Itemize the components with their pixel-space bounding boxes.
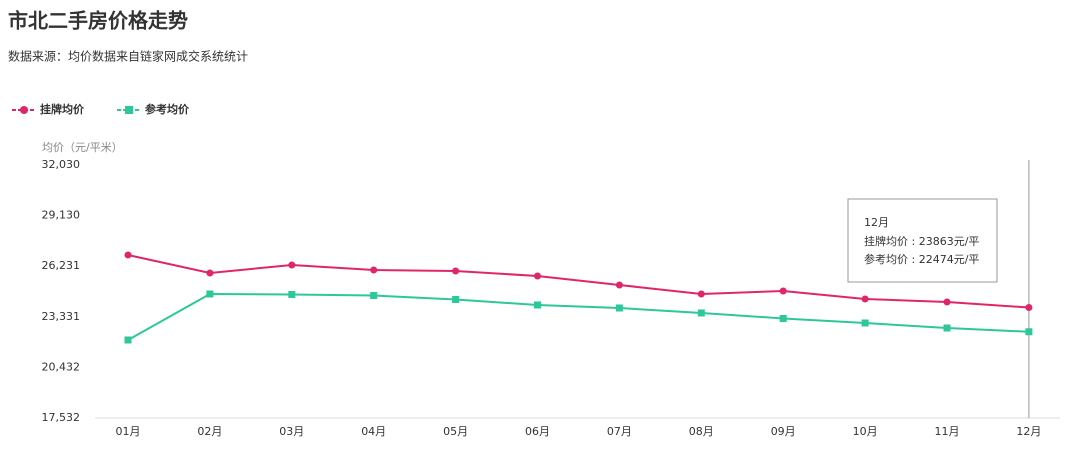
marker xyxy=(370,291,378,299)
legend-marker xyxy=(20,106,28,114)
marker xyxy=(1025,304,1033,312)
y-tick-label: 29,130 xyxy=(42,209,81,222)
marker xyxy=(288,290,296,298)
legend-marker xyxy=(125,106,133,114)
tooltip-title: 12月 xyxy=(864,216,889,229)
y-tick-label: 20,432 xyxy=(42,360,81,373)
marker xyxy=(697,290,705,298)
x-tick-label: 10月 xyxy=(853,425,878,438)
marker xyxy=(124,336,132,344)
marker xyxy=(370,266,378,274)
legend-label: 挂牌均价 xyxy=(40,102,85,116)
x-tick-label: 04月 xyxy=(361,425,386,438)
marker xyxy=(534,301,541,309)
marker xyxy=(452,295,460,303)
x-tick-label: 11月 xyxy=(935,425,960,438)
x-tick-label: 01月 xyxy=(116,425,141,438)
marker xyxy=(615,304,623,312)
y-tick-label: 23,331 xyxy=(42,310,81,323)
x-tick-label: 09月 xyxy=(771,425,796,438)
marker xyxy=(779,314,787,322)
marker xyxy=(534,272,541,280)
y-tick-label: 17,532 xyxy=(42,411,81,424)
marker xyxy=(1025,328,1033,336)
tooltip-line: 参考均价 : 22474元/平 xyxy=(864,252,979,266)
marker xyxy=(288,261,296,269)
legend-label: 参考均价 xyxy=(145,102,190,116)
x-tick-label: 03月 xyxy=(279,425,304,438)
marker xyxy=(452,267,460,275)
y-axis-label: 均价（元/平米） xyxy=(42,141,123,154)
marker xyxy=(206,269,214,277)
tooltip-box xyxy=(847,198,998,283)
y-tick-label: 26,231 xyxy=(42,259,81,272)
x-tick-label: 05月 xyxy=(443,425,468,438)
marker xyxy=(124,251,132,259)
chart-subtitle: 数据来源：均价数据来自链家网成交系统统计 xyxy=(8,49,248,64)
line xyxy=(127,254,1029,309)
line xyxy=(127,292,1029,341)
y-tick-label: 32,030 xyxy=(42,158,81,171)
marker xyxy=(615,281,623,289)
marker xyxy=(861,319,869,327)
chart-title: 市北二手房价格走势 xyxy=(8,9,188,33)
marker xyxy=(779,287,787,295)
marker xyxy=(861,295,869,303)
x-tick-label: 08月 xyxy=(689,425,714,438)
tooltip-line: 挂牌均价 : 23863元/平 xyxy=(864,234,979,248)
x-tick-label: 02月 xyxy=(197,425,222,438)
x-tick-label: 06月 xyxy=(525,425,550,438)
marker xyxy=(697,309,705,317)
x-tick-label: 07月 xyxy=(607,425,632,438)
x-tick-label: 12月 xyxy=(1016,425,1041,438)
marker xyxy=(943,298,951,306)
marker xyxy=(206,290,214,298)
marker xyxy=(943,324,951,332)
